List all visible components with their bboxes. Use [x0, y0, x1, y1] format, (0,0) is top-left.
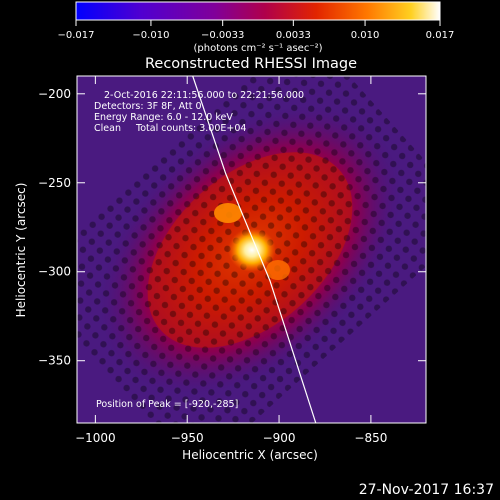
colorbar-tick-label: −0.010 [132, 30, 169, 41]
colorbar-tick-label: 0.017 [426, 30, 455, 41]
info-time-range: 2-Oct-2016 22:11:56.000 to 22:21:56.000 [104, 90, 304, 101]
x-tick-label: −850 [354, 431, 387, 445]
colorbar-tick-label: −0.0033 [201, 30, 244, 41]
y-tick-label: −200 [38, 87, 71, 101]
axis-ticks: −1000 −950 −900 −850 −200 −250 −300 −350 [38, 76, 426, 445]
y-tick-label: −250 [38, 176, 71, 190]
y-axis-label: Heliocentric Y (arcsec) [14, 183, 28, 318]
x-tick-label: −950 [171, 431, 204, 445]
x-tick-label: −900 [263, 431, 296, 445]
x-tick-label: −1000 [75, 431, 116, 445]
chart-title: Reconstructed RHESSI Image [145, 56, 357, 72]
y-tick-label: −350 [38, 354, 71, 368]
colorbar [75, 1, 441, 21]
plot-frame [76, 75, 427, 424]
solar-limb-line [192, 76, 317, 423]
info-detectors: Detectors: 3F 8F, Att 0 [94, 101, 202, 112]
colorbar-tick-label: −0.017 [57, 30, 94, 41]
x-axis-label: Heliocentric X (arcsec) [182, 448, 318, 462]
colorbar-units: (photons cm⁻² s⁻¹ asec⁻²) [193, 43, 322, 54]
info-clean-counts: Clean Total counts: 3.00E+04 [94, 123, 246, 134]
colorbar-ticks: −0.017 −0.010 −0.0033 0.0033 0.010 0.017 [57, 20, 454, 41]
peak-position-label: Position of Peak = [-920,-285] [96, 399, 238, 410]
colorbar-tick-label: 0.010 [351, 30, 380, 41]
info-energy-range: Energy Range: 6.0 - 12.0 keV [94, 112, 233, 123]
colorbar-tick-label: 0.0033 [276, 30, 311, 41]
y-tick-label: −300 [38, 265, 71, 279]
footer-timestamp: 27-Nov-2017 16:37 [359, 482, 494, 498]
plot-image [77, 76, 426, 423]
info-block: 2-Oct-2016 22:11:56.000 to 22:21:56.000 … [94, 90, 304, 134]
